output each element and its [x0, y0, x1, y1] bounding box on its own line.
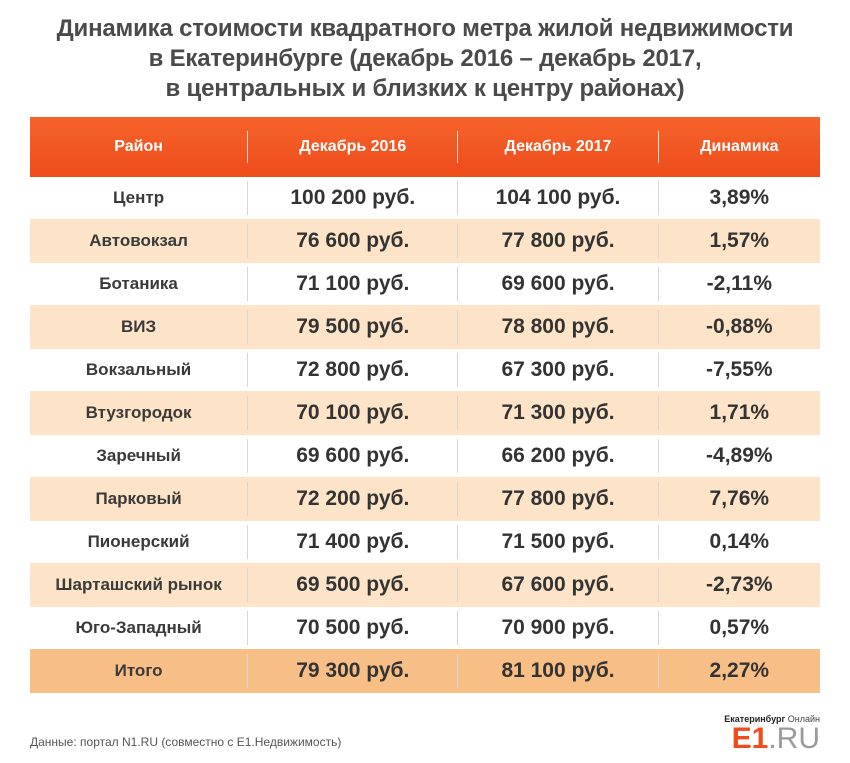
row-dec-2016: 69 500 руб. [248, 568, 459, 602]
row-district: Шарташский рынок [30, 568, 249, 602]
total-dec-2017: 81 100 руб. [458, 654, 659, 688]
table-row: Вокзальный 72 800 руб. 67 300 руб. -7,55% [30, 349, 820, 391]
row-dec-2017: 70 900 руб. [458, 611, 659, 645]
header-dec-2017: Декабрь 2017 [458, 131, 659, 163]
row-change: -7,55% [706, 358, 773, 381]
row-dec-2016: 76 600 руб. [248, 224, 459, 258]
row-change: -2,73% [706, 573, 773, 596]
row-change: 0,57% [709, 616, 770, 639]
row-dec-2016: 79 500 руб. [248, 310, 459, 344]
row-dec-2016: 72 200 руб. [248, 482, 459, 516]
page-title: Динамика стоимости квадратного метра жил… [0, 14, 850, 104]
table-body: Центр 100 200 руб. 104 100 руб. 3,89% Автово… [30, 177, 820, 649]
table-row: Шарташский рынок 69 500 руб. 67 600 руб. -2… [30, 563, 820, 607]
row-district: ВИЗ [30, 310, 249, 344]
price-table: Район Декабрь 2016 Декабрь 2017 Динамика… [30, 117, 820, 693]
total-label: Итого [30, 654, 249, 688]
row-district: Вокзальный [30, 353, 249, 387]
table-row: Парковый 72 200 руб. 77 800 руб. 7,76% [30, 477, 820, 521]
row-district: Парковый [30, 482, 249, 516]
row-dec-2016: 72 800 руб. [248, 353, 459, 387]
title-line-2: в Екатеринбурге (декабрь 2016 – декабрь … [148, 45, 702, 72]
row-dec-2016: 69 600 руб. [248, 439, 459, 473]
row-district: Заречный [30, 439, 249, 473]
row-change: -4,89% [706, 444, 773, 467]
logo-caption: Екатеринбург Онлайн [724, 714, 820, 724]
row-change: -2,11% [706, 272, 772, 295]
row-dec-2017: 71 500 руб. [458, 525, 659, 559]
row-district: Юго-Западный [30, 611, 249, 645]
table-total-row: Итого 79 300 руб. 81 100 руб. 2,27% [30, 649, 820, 693]
header-change: Динамика [700, 138, 779, 155]
row-change: 1,57% [709, 229, 770, 252]
row-dec-2017: 71 300 руб. [458, 396, 659, 430]
table-row: Центр 100 200 руб. 104 100 руб. 3,89% [30, 177, 820, 219]
table-row: Пионерский 71 400 руб. 71 500 руб. 0,14% [30, 521, 820, 563]
row-district: Центр [30, 181, 249, 215]
row-district: Автовокзал [30, 224, 249, 258]
header-district: Район [30, 131, 249, 163]
header-dec-2016: Декабрь 2016 [248, 131, 459, 163]
total-dec-2016: 79 300 руб. [248, 654, 459, 688]
title-line-1: Динамика стоимости квадратного метра жил… [56, 15, 794, 42]
row-change: 0,14% [709, 530, 770, 553]
row-dec-2016: 71 400 руб. [248, 525, 459, 559]
row-dec-2017: 78 800 руб. [458, 310, 659, 344]
total-change: 2,27% [709, 659, 770, 682]
row-change: 3,89% [709, 186, 770, 209]
logo-brand: E1 [731, 722, 769, 755]
row-dec-2016: 70 100 руб. [248, 396, 459, 430]
source-note: Данные: портал N1.RU (совместно с E1.Нед… [30, 735, 342, 749]
row-dec-2017: 66 200 руб. [458, 439, 659, 473]
row-dec-2017: 67 600 руб. [458, 568, 659, 602]
row-dec-2017: 67 300 руб. [458, 353, 659, 387]
table-row: ВИЗ 79 500 руб. 78 800 руб. -0,88% [30, 305, 820, 349]
table-header: Район Декабрь 2016 Декабрь 2017 Динамика [30, 117, 820, 177]
row-dec-2016: 71 100 руб. [248, 267, 459, 301]
row-district: Втузгородок [30, 396, 249, 430]
table-row: Заречный 69 600 руб. 66 200 руб. -4,89% [30, 435, 820, 477]
row-dec-2017: 69 600 руб. [458, 267, 659, 301]
table-row: Ботаника 71 100 руб. 69 600 руб. -2,11% [30, 263, 820, 305]
e1-logo: Екатеринбург Онлайн E1.RU [724, 714, 820, 754]
row-district: Ботаника [30, 267, 249, 301]
row-dec-2016: 100 200 руб. [248, 181, 459, 215]
row-change: -0,88% [706, 315, 773, 338]
table-row: Юго-Западный 70 500 руб. 70 900 руб. 0,57% [30, 607, 820, 649]
title-line-3: в центральных и близких к центру районах… [165, 75, 685, 102]
row-dec-2017: 77 800 руб. [458, 482, 659, 516]
row-dec-2016: 70 500 руб. [248, 611, 459, 645]
table-row: Втузгородок 70 100 руб. 71 300 руб. 1,71% [30, 391, 820, 435]
row-change: 7,76% [709, 487, 770, 510]
logo-city: Екатеринбург [724, 714, 786, 724]
table-row: Автовокзал 76 600 руб. 77 800 руб. 1,57% [30, 219, 820, 263]
row-change: 1,71% [709, 401, 770, 424]
logo-online: Онлайн [787, 714, 820, 724]
logo-wordmark: E1.RU [724, 724, 820, 754]
row-district: Пионерский [30, 525, 249, 559]
logo-domain: .RU [768, 722, 820, 755]
row-dec-2017: 104 100 руб. [458, 181, 659, 215]
row-dec-2017: 77 800 руб. [458, 224, 659, 258]
